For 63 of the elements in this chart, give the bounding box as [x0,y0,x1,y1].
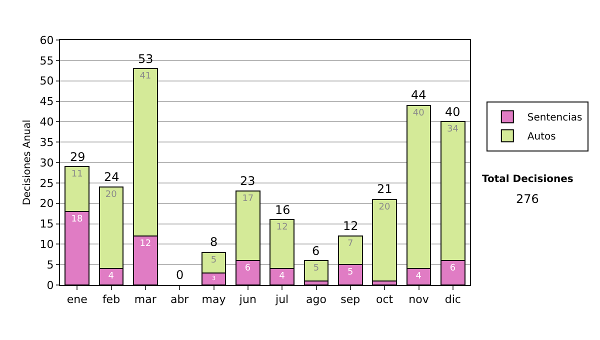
total-label: 23 [240,174,256,188]
data-label: 40 [412,108,425,118]
x-tick-label: ene [66,293,88,306]
data-label: 20 [378,202,390,212]
legend-label: Sentencias [527,112,582,124]
y-tick-label: 40 [40,116,54,129]
total-label: 6 [312,244,320,258]
data-label: 12 [276,222,288,233]
total-label: 24 [104,170,120,184]
total-label: 40 [445,105,460,119]
y-tick-label: 15 [40,218,54,231]
text: Total Decisiones [482,174,574,185]
y-tick-label: 0 [46,278,54,292]
data-label: 5 [210,255,217,266]
total-label: 16 [275,203,290,217]
y-tick-label: 50 [40,74,54,88]
total-label: 12 [343,219,358,233]
x-tick-label: jul [274,293,289,306]
data-label: 7 [348,239,354,249]
data-label: 11 [71,170,83,180]
y-axis-title: Decisiones Anual [22,120,33,206]
data-label: 4 [416,272,422,282]
y-tick-label: 55 [40,54,54,68]
total-label: 29 [70,150,86,164]
legend-label: Autos [527,132,556,143]
y-tick-label: 60 [40,34,54,47]
y-tick-label: 10 [40,238,54,252]
total-label: 53 [138,52,154,66]
x-tick-label: dic [444,293,461,306]
x-tick-label: nov [408,293,430,306]
x-tick-label: oct [376,293,394,306]
data-label: 34 [447,124,459,135]
data-label: 4 [279,272,286,282]
y-tick-label: 5 [46,258,54,272]
x-tick-label: feb [102,293,120,306]
x-tick-label: may [202,293,226,306]
x-tick-label: ago [306,293,327,306]
data-label: 41 [140,72,152,82]
data-label: 5 [313,264,320,274]
x-tick-label: abr [170,293,190,306]
data-label: 20 [105,190,118,200]
text: 276 [516,192,539,206]
bar [372,198,398,282]
data-label: 12 [140,239,152,249]
total-label: 44 [411,88,426,102]
data-label: 17 [242,194,254,204]
data-label: 18 [71,214,83,224]
y-tick-label: 30 [40,156,54,170]
data-label: 5 [348,268,354,278]
x-tick-label: jun [238,293,256,306]
x-tick-label: mar [134,293,157,306]
y-tick-label: 45 [40,95,54,108]
y-tick-label: 25 [40,176,54,190]
total-label: 0 [176,268,184,282]
bar [304,260,329,282]
y-tick-label: 20 [40,197,54,210]
total-label: 21 [377,182,392,196]
data-label: 6 [244,264,251,274]
x-tick-label: sep [340,293,360,306]
total-label: 8 [210,235,218,249]
data-label: 4 [108,272,114,282]
y-tick-label: 35 [40,136,54,149]
data-label: 6 [450,264,456,274]
